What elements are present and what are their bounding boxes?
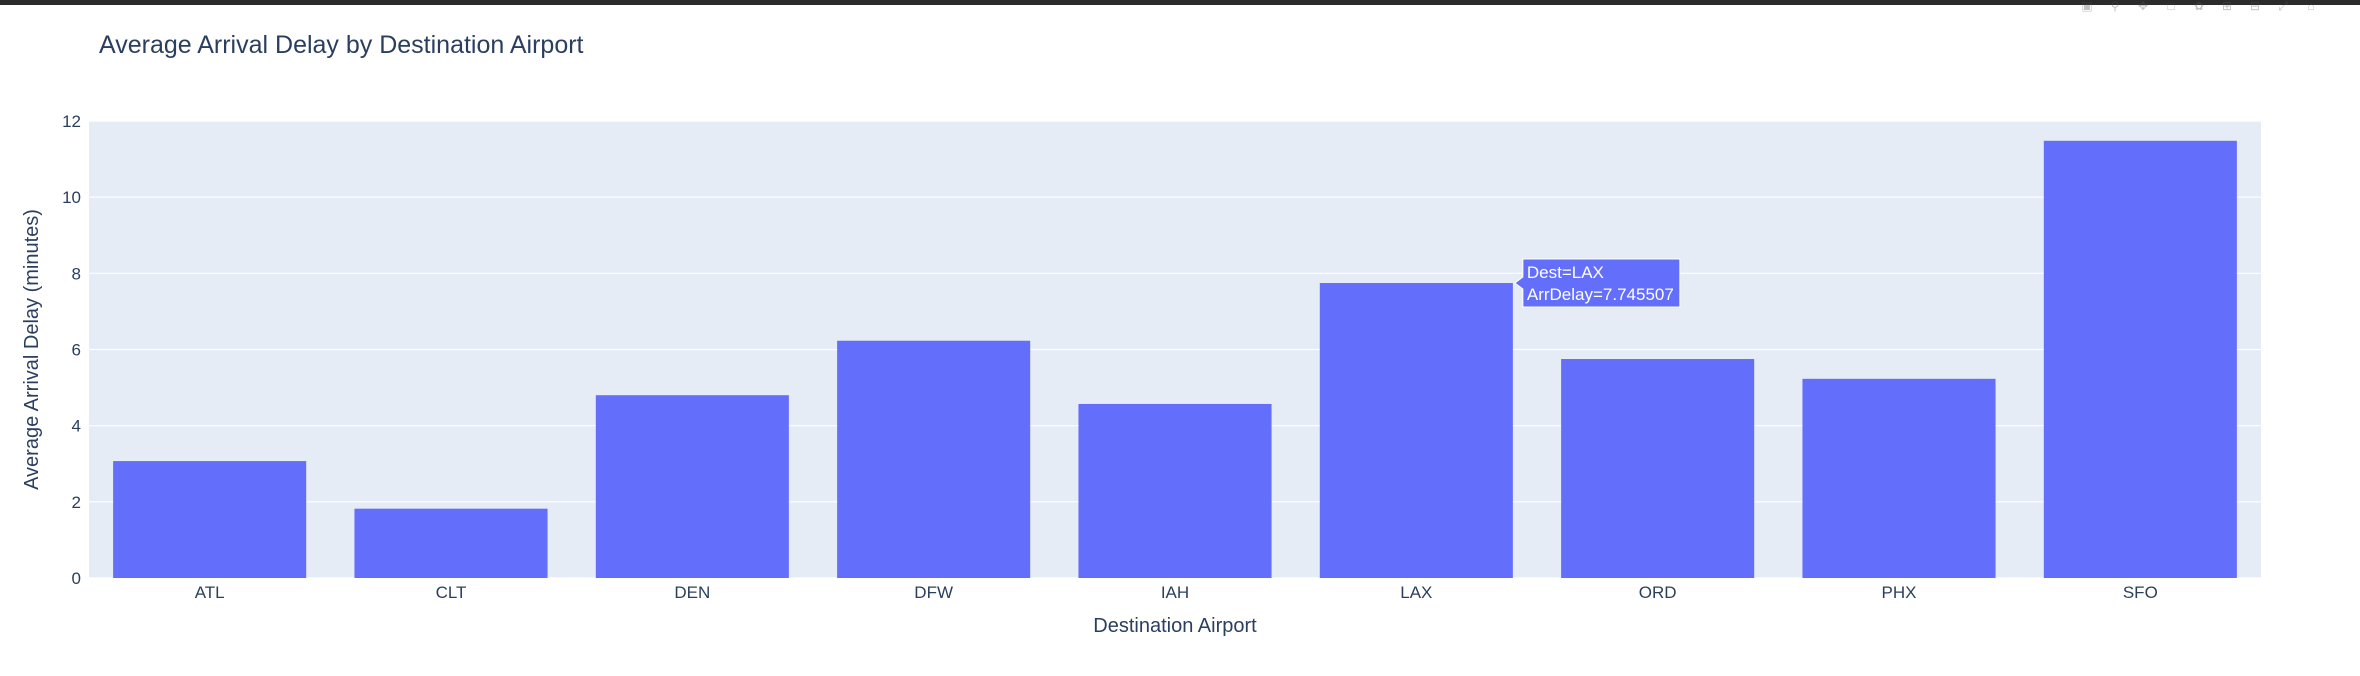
reset-axes-icon[interactable]: ⌂ <box>2307 0 2315 13</box>
y-tick-label: 0 <box>72 569 81 588</box>
x-tick-labels: ATL CLT DEN DFW IAH LAX ORD PHX SFO <box>195 583 2158 602</box>
lasso-icon[interactable]: ✿ <box>2193 0 2205 13</box>
hover-box <box>1514 258 1681 308</box>
x-tick-label: PHX <box>1882 583 1917 602</box>
bar-iah[interactable] <box>1078 403 1272 578</box>
x-tick-label: CLT <box>436 583 467 602</box>
zoom-out-icon[interactable]: ⊟ <box>2249 0 2261 13</box>
y-tick-label: 6 <box>72 341 81 360</box>
zoom-in-icon[interactable]: ⊞ <box>2221 0 2233 13</box>
x-tick-label: ATL <box>195 583 225 602</box>
y-tick-label: 4 <box>72 417 81 436</box>
modebar: ▣ ⚲ ✥ □ ✿ ⊞ ⊟ ⤢ ⌂ <box>2078 0 2320 14</box>
hover-line-dest: Dest=LAX <box>1527 263 1604 282</box>
window-top-strip <box>0 0 2360 5</box>
bar-clt[interactable] <box>354 508 548 578</box>
bar-dfw[interactable] <box>837 340 1031 578</box>
y-axis-title: Average Arrival Delay (minutes) <box>21 209 43 490</box>
zoom-icon[interactable]: ⚲ <box>2110 0 2120 13</box>
y-tick-label: 2 <box>72 493 81 512</box>
camera-icon[interactable]: ▣ <box>2081 0 2093 13</box>
bar-sfo[interactable] <box>2043 140 2237 578</box>
bar-lax[interactable] <box>1319 283 1513 578</box>
chart-title: Average Arrival Delay by Destination Air… <box>99 31 584 59</box>
y-tick-label: 10 <box>62 188 81 207</box>
hover-line-delay: ArrDelay=7.745507 <box>1527 285 1674 304</box>
bar-atl[interactable] <box>113 461 307 578</box>
bar-den[interactable] <box>595 395 789 578</box>
y-tick-label: 12 <box>62 112 81 131</box>
x-tick-label: DFW <box>914 583 953 602</box>
x-tick-label: SFO <box>2123 583 2158 602</box>
bar-ord[interactable] <box>1561 359 1755 578</box>
x-tick-label: DEN <box>674 583 710 602</box>
autoscale-icon[interactable]: ⤢ <box>2278 0 2288 13</box>
pan-icon[interactable]: ✥ <box>2137 0 2149 13</box>
x-tick-label: LAX <box>1400 583 1432 602</box>
y-tick-labels: 0 2 4 6 8 10 12 <box>62 112 81 588</box>
x-tick-label: IAH <box>1161 583 1189 602</box>
bar-phx[interactable] <box>1802 378 1996 578</box>
hover-tooltip: Dest=LAX ArrDelay=7.745507 <box>1514 258 1681 308</box>
bars[interactable] <box>113 140 2237 578</box>
box-select-icon[interactable]: □ <box>2167 0 2175 13</box>
x-axis-title: Destination Airport <box>1093 615 1257 637</box>
x-tick-label: ORD <box>1639 583 1677 602</box>
y-tick-label: 8 <box>72 264 81 283</box>
